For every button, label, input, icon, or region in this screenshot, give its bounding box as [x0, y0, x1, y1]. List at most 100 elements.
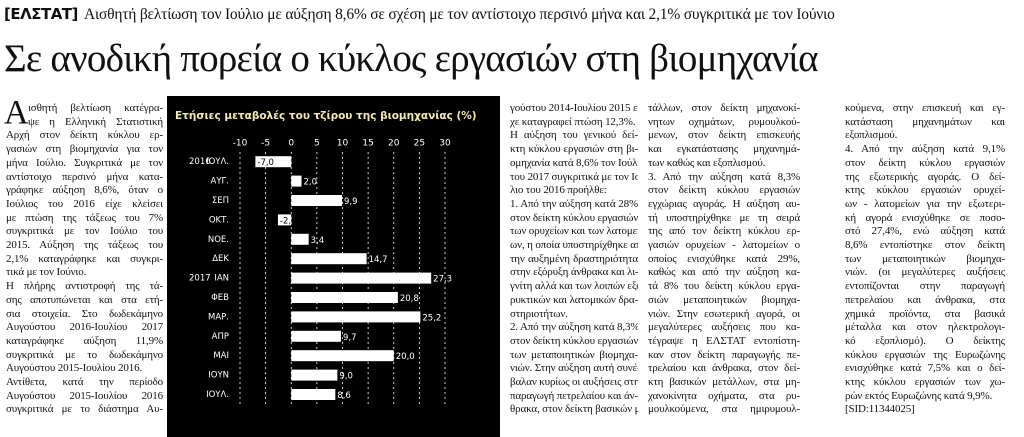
bar	[291, 330, 341, 342]
text-line: μέταλλα και στον ηλεκτρολογι-	[845, 321, 1005, 334]
value-label: 25,2	[422, 313, 441, 323]
text-line: αντίστοιχο περσινό μήνα κατα-	[6, 170, 163, 183]
y-tick-label: ΑΥΓ.	[211, 177, 229, 187]
text-line: 2,1% καταγράφηκε και συγκρι-	[6, 252, 163, 265]
text-line: ων, η οποία υποστηρίχθηκε από	[510, 239, 638, 251]
text-line: γράφηκε αύξηση 8,6%, όταν ο	[6, 184, 163, 197]
text-line: παραγωγή πετρελαίου και άν-	[510, 389, 638, 402]
text-line: Η αύξηση του γενικού δεί-	[510, 129, 638, 142]
dropcap: Α	[4, 94, 29, 131]
text-line: νητων οχημάτων, ρυμουλκού-	[648, 115, 800, 128]
text-line: πετρελαίου και άνθρακα, στα	[845, 293, 1005, 306]
text-line: συγκριτικά με το δωδεκάμηνο	[6, 348, 163, 361]
text-line: στον δείκτη κύκλου εργασιών	[648, 184, 800, 197]
text-line: με πτώση της τάξεως του 7%	[6, 211, 163, 224]
text-line: χε καταγραφεί πτώση 12,3%.	[510, 115, 636, 128]
text-line: στον δείκτη κύκλου εργασιών	[510, 334, 638, 347]
bar	[291, 350, 394, 362]
value-label: 27,3	[433, 275, 452, 285]
text-line: των καθώς και εξοπλισμού.	[648, 156, 766, 169]
text-line: μενων, στον δείκτη επισκευής	[648, 129, 800, 142]
bar	[277, 214, 292, 226]
text-line: Αυγούστου 2015-Ιουλίου 2016.	[6, 362, 143, 375]
text-line: 3. Από την αύξηση κατά 8,3%	[648, 170, 800, 183]
text-line: χημικά προϊόντα, στα βασικά	[845, 307, 1005, 320]
y-tick-label: ΜΑΡ.	[208, 312, 229, 322]
text-line: κτης κύκλου εργασιών ορυχεί-	[845, 184, 1005, 197]
y-tick-label: ΟΚΤ.	[209, 215, 229, 225]
text-line: κτη βασικών μετάλλων, στα μη-	[648, 376, 800, 388]
text-line: ομηχανία κατά 8,6% τον Ιούλιο	[510, 156, 638, 169]
x-tick-label: 5	[314, 139, 320, 149]
text-line: ρυκτικών και λατομικών δρα-	[510, 293, 638, 306]
y-tick-label: ΙΟΥΛ.	[206, 390, 229, 400]
text-line: νιών. (οι μεγαλύτερες αυξήσεις	[845, 266, 1005, 279]
value-label: 14,7	[369, 255, 388, 265]
x-tick-label: 25	[414, 139, 425, 149]
text-line: στηριοτήτων.	[510, 307, 568, 320]
y-tick-label: ΑΠΡ	[212, 332, 229, 342]
chart-title: Ετήσιες μεταβολές του τζίρου της βιομηχα…	[175, 110, 477, 122]
x-tick-label: 15	[362, 139, 373, 149]
value-label: 9,9	[344, 197, 358, 207]
text-line: και εγκατάστασης μηχανημά-	[648, 143, 800, 156]
text-line: [SID:11344025]	[845, 403, 915, 416]
text-line: Αυγούστου 2016-Ιουλίου 2017	[6, 321, 163, 334]
text-line: καν στον δείκτη παραγωγής πε-	[648, 348, 800, 361]
text-line: γνίτη αλλά και των λοιπών εξο-	[510, 280, 638, 293]
text-line: κτη κύκλου εργασιών στη βι-	[510, 143, 638, 156]
bar	[291, 272, 432, 284]
value-label: -2,6	[280, 216, 297, 226]
text-line: κή αγορά ενισχύθηκε σε ποσο-	[845, 211, 1005, 224]
text-line: χανοκίνητα οχήματα, στα ρυ-	[648, 389, 800, 402]
text-line: τά 8% του δείκτη κύκλου εργα-	[648, 280, 800, 293]
y-tick-label: ΔΕΚ	[212, 254, 229, 264]
text-line: ων - λατομείων για την εξωτερι-	[845, 197, 1005, 210]
text-line: κό εξοπλισμό). Ο δείκτης	[845, 334, 1005, 347]
text-line: νιών. Στην αύξηση αυτή συνέ-	[510, 362, 638, 375]
text-line: σιών μεταποιητικών βιομηχα-	[648, 293, 800, 306]
text-line: κύκλου εργασιών της Ευρωζώνης	[845, 348, 1005, 361]
x-tick-label: -10	[233, 139, 248, 149]
text-line: μεγαλύτερες αυξήσεις που κα-	[648, 321, 800, 334]
value-label: 20,0	[396, 352, 415, 362]
text-line: γασιών στη βιομηχανία για τον	[6, 143, 163, 156]
text-line: βαλαν κυρίως οι αυξήσεις στην	[510, 376, 638, 388]
bar	[291, 389, 336, 400]
text-line: κατάσταση μηχανημάτων και	[845, 115, 1005, 128]
text-line: ενισχύθηκε κατά 7,5% και ο δεί-	[845, 362, 1005, 375]
x-tick-label: 10	[337, 139, 349, 149]
chart: Ετήσιες μεταβολές του τζίρου της βιομηχα…	[167, 96, 500, 437]
text-line: τάλλων, στον δείκτη μηχανοκί-	[648, 102, 800, 114]
value-label: 9,7	[343, 333, 357, 343]
text-line: Αρχή στον δείκτη κύκλου ερ-	[6, 129, 163, 142]
text-line: του 2017 συγκριτικά με τον Ιού-	[510, 170, 638, 183]
y-tick-label: ΜΑΙ	[213, 351, 229, 361]
text-line: ψε η Ελληνική Στατιστική	[28, 115, 163, 128]
text-line: εξοπλισμού.	[845, 129, 898, 142]
subtitle: Αισθητή βελτίωση τον Ιούλιο με αύξηση 8,…	[84, 6, 835, 23]
value-label: -7,0	[257, 158, 274, 168]
text-line: σης αποτυπώνεται και στα ετή-	[6, 293, 163, 306]
bar	[291, 175, 302, 187]
bar	[255, 156, 292, 168]
text-line: εγχώριας αγοράς. Η αύξηση αυ-	[648, 197, 800, 210]
text-line: τέγραψε η ΕΛΣΤΑΤ εντοπίστη-	[648, 334, 800, 347]
bar	[291, 292, 398, 303]
text-line: της από τον δείκτη κύκλου ερ-	[648, 225, 800, 238]
bar	[291, 311, 421, 323]
text-line: στό 27,4%, ενώ αύξηση κατά	[845, 225, 1005, 238]
text-line: γασιών ορυχείων - λατομείων ο	[648, 239, 800, 251]
text-line: λιο του 2016 προήλθε:	[510, 184, 607, 197]
text-line: ρών εκτός Ευρωζώνης κατά 9,9%.	[845, 389, 993, 402]
y-tick-label: ΙΑΝ	[214, 274, 229, 284]
headline: Σε ανοδική πορεία ο κύκλος εργασιών στη …	[4, 37, 819, 80]
text-line: την αυξημένη δραστηριότητα	[510, 252, 638, 265]
text-line: καταγράφηκε αύξηση 11,9%	[6, 334, 163, 347]
value-label: 3,4	[311, 236, 325, 246]
y-tick-label: ΦΕΒ	[211, 293, 229, 303]
text-line: των μεταποιητικών βιομηχα-	[510, 348, 638, 361]
text-line: μουλκούμενα, στα ημιρυμουλ-	[648, 403, 800, 416]
text-line: ισθητή βελτίωση κατέγρα-	[28, 102, 163, 114]
